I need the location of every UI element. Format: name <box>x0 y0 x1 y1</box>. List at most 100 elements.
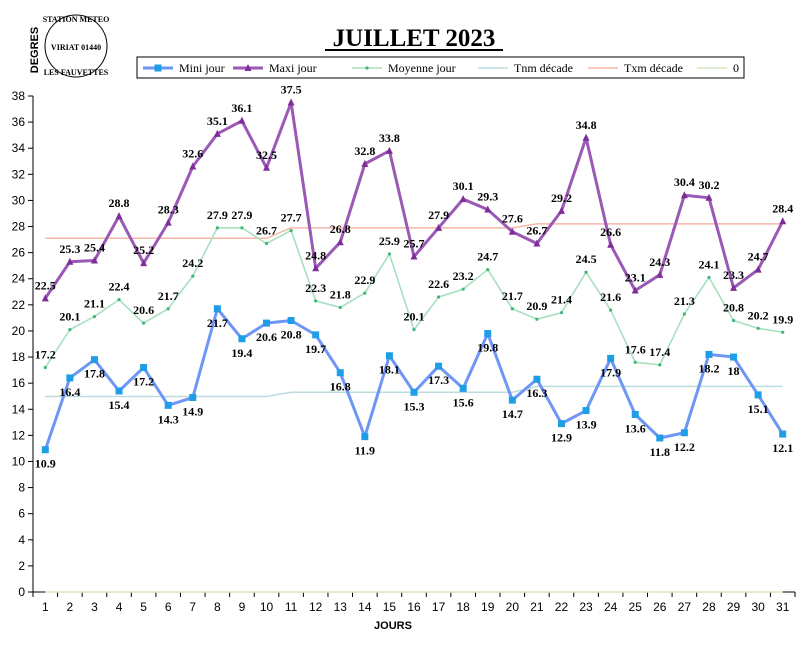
series-lines <box>43 101 785 593</box>
legend-marker <box>154 64 162 72</box>
maxi-point <box>164 218 172 226</box>
maxi-data-label: 26.8 <box>330 222 351 236</box>
moyenne-data-label: 21.7 <box>158 289 179 303</box>
maxi-point <box>582 133 590 141</box>
maxi-point <box>361 159 369 167</box>
moyenne-point <box>584 270 588 274</box>
y-tick-label: 18 <box>12 350 26 364</box>
maxi-point <box>189 162 197 170</box>
legend-box <box>136 56 745 79</box>
x-tick-label: 21 <box>530 600 544 614</box>
maxi-point <box>435 223 443 231</box>
x-tick-label: 19 <box>481 600 495 614</box>
maxi-data-label: 33.8 <box>379 131 400 145</box>
maxi-data-label: 32.6 <box>182 146 203 160</box>
moyenne-data-label: 27.7 <box>281 210 302 224</box>
maxi-point <box>508 227 516 235</box>
x-tick-label: 9 <box>239 600 246 614</box>
moyenne-point <box>314 299 318 303</box>
maxi-point <box>336 238 344 246</box>
x-tick-label: 14 <box>358 600 372 614</box>
y-tick-label: 14 <box>12 402 26 416</box>
moyenne-point <box>191 274 195 278</box>
x-tick-label: 1 <box>42 600 49 614</box>
moyenne-data-label: 20.1 <box>404 310 425 324</box>
maxi-point <box>238 116 246 124</box>
mini-point <box>730 353 738 361</box>
maxi-point <box>287 98 295 106</box>
moyenne-point <box>436 295 441 299</box>
x-tick-label: 11 <box>285 600 298 614</box>
mini-data-label: 13.6 <box>625 421 646 435</box>
x-axis-label: JOURS <box>374 620 412 632</box>
x-tick-label: 7 <box>189 600 196 614</box>
maxi-data-label: 25.2 <box>133 243 154 257</box>
moyenne-point <box>559 311 564 315</box>
mini-point <box>213 305 221 313</box>
y-tick-label: 8 <box>18 481 25 495</box>
mini-data-label: 17.2 <box>133 374 154 388</box>
mini-point <box>66 374 74 382</box>
x-tick-label: 26 <box>653 600 667 614</box>
y-tick-label: 30 <box>12 193 26 207</box>
maxi-data-label: 28.8 <box>109 196 130 210</box>
maxi-point <box>263 163 271 171</box>
mini-data-label: 16.8 <box>330 380 351 394</box>
maxi-point <box>730 283 738 291</box>
x-tick-label: 31 <box>776 600 790 614</box>
mini-data-label: 21.7 <box>207 316 228 330</box>
x-tick-label: 13 <box>334 600 348 614</box>
maxi-point <box>385 146 393 154</box>
maxi-data-label: 26.6 <box>600 225 621 239</box>
y-tick-label: 20 <box>12 324 26 338</box>
moyenne-point <box>412 328 416 332</box>
x-tick-label: 8 <box>214 600 221 614</box>
legend-label: Txm décade <box>624 61 683 75</box>
maxi-data-label: 30.1 <box>453 179 474 193</box>
y-tick-label: 0 <box>18 585 25 599</box>
x-tick-label: 15 <box>383 600 397 614</box>
legend-marker <box>244 64 252 71</box>
maxi-data-label: 25.4 <box>84 240 105 254</box>
mini-point <box>164 401 172 409</box>
mini-point <box>533 375 541 383</box>
mini-point <box>582 407 590 415</box>
x-tick-label: 2 <box>67 600 74 614</box>
maxi-point <box>41 294 49 302</box>
mini-data-label: 19.8 <box>477 341 498 355</box>
x-tick-label: 30 <box>751 600 765 614</box>
x-tick-label: 25 <box>629 600 643 614</box>
moyenne-point <box>707 275 711 280</box>
maxi-point <box>410 252 418 260</box>
mini-point <box>287 317 295 325</box>
maxi-point <box>680 191 688 199</box>
moyenne-data-label: 22.9 <box>354 273 375 287</box>
moyenne-data-label: 20.8 <box>723 301 744 315</box>
moyenne-data-label: 24.2 <box>182 256 203 270</box>
y-tick-label: 36 <box>12 115 26 129</box>
moyenne-data-label: 21.4 <box>551 293 572 307</box>
x-tick-label: 28 <box>702 600 716 614</box>
moyenne-point <box>68 328 72 332</box>
chart-title: JUILLET 2023 <box>333 25 496 52</box>
moyenne-point <box>338 305 342 310</box>
mini-data-label: 18.2 <box>698 361 719 375</box>
moyenne-data-label: 24.1 <box>698 257 719 271</box>
moyenne-data-label: 25.9 <box>379 234 400 248</box>
maxi-data-label: 27.9 <box>428 208 449 222</box>
moyenne-data-label: 17.2 <box>35 347 56 361</box>
moyenne-point <box>240 226 244 230</box>
maxi-data-label: 32.5 <box>256 148 277 162</box>
moyenne-data-label: 21.3 <box>674 294 695 308</box>
moyenne-data-label: 27.9 <box>207 208 228 222</box>
maxi-data-label: 30.4 <box>674 175 695 189</box>
legend-label: Mini jour <box>179 61 225 75</box>
data-labels: 22.5 25.3 25.4 28.8 25.2 28.3 32.6 35.136.1 32.5… <box>35 83 793 471</box>
mini-point <box>263 319 271 327</box>
x-tick-label: 16 <box>407 600 421 614</box>
moyenne-point <box>535 317 539 321</box>
maxi-data-label: 29.3 <box>477 190 498 204</box>
moyenne-data-label: 21.7 <box>502 289 523 303</box>
moyenne-point <box>633 360 637 364</box>
moyenne-data-label: 27.9 <box>231 208 252 222</box>
